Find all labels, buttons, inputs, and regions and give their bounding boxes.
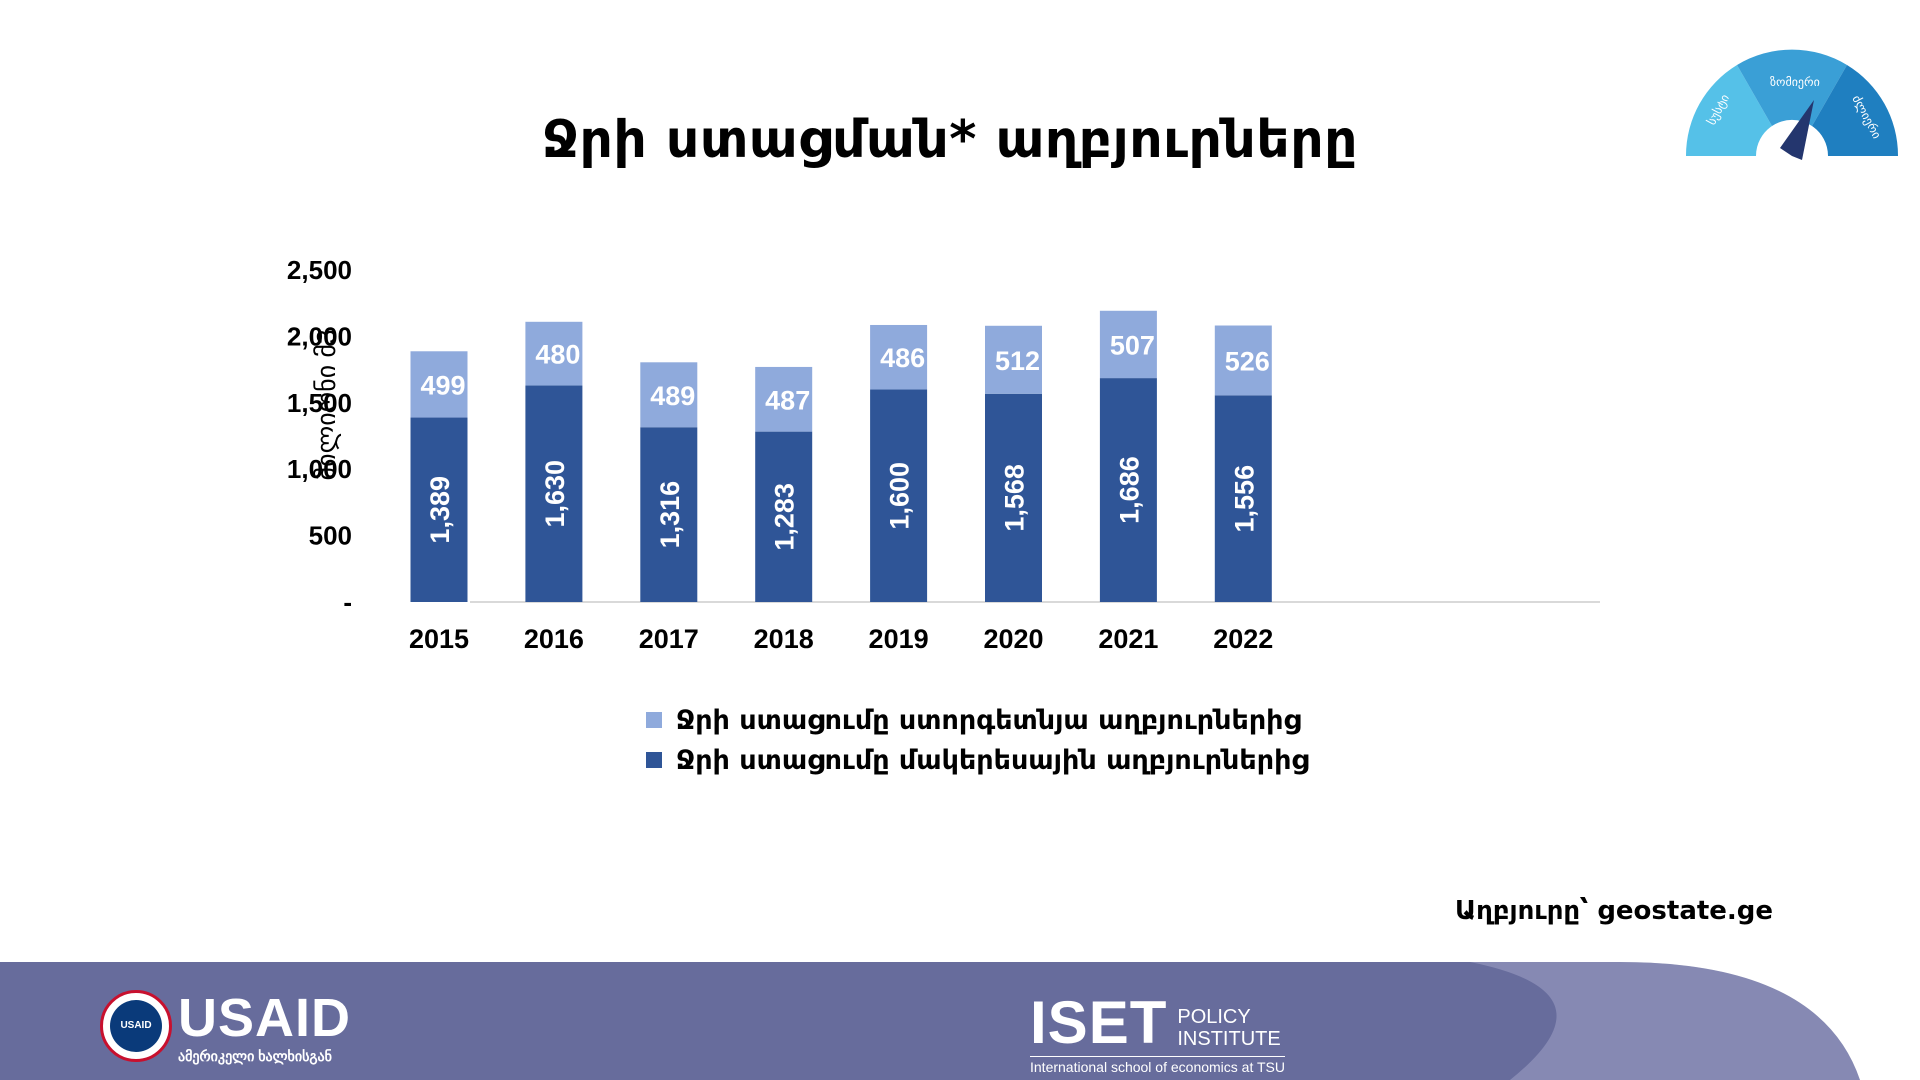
data-label-groundwater-2021: 507 <box>1110 330 1155 360</box>
stacked-bar-chart: მილიონი მ3 - 500 1,000 1,500 2,000 2,500 1,38… <box>287 255 1600 654</box>
data-label-groundwater-2022: 526 <box>1225 346 1270 376</box>
data-label-surface-2021: 1,686 <box>1114 456 1144 524</box>
legend-label-surface: Ջրի ստացումը մակերեսային աղբյուրներից <box>676 744 1309 776</box>
x-tick-label: 2021 <box>1098 624 1158 654</box>
data-label-surface-2016: 1,630 <box>540 460 570 528</box>
gauge-segment-strong <box>1812 65 1899 156</box>
bar-surface-2020 <box>985 393 1042 602</box>
gauge-segment-weak <box>1685 65 1772 156</box>
y-tick-label: 1,500 <box>287 388 352 418</box>
gauge-needle <box>1780 100 1814 160</box>
legend-item-groundwater: Ջրի ստացումը ստորգետնյա աղբյուրներից <box>646 700 1309 740</box>
bar-groundwater-2020 <box>985 325 1042 394</box>
y-tick-label: - <box>343 587 352 617</box>
data-label-groundwater-2020: 512 <box>995 346 1040 376</box>
legend-item-surface: Ջրի ստացումը մակերեսային աղբյուրներից <box>646 740 1309 780</box>
page-title: Ջրի ստացման* աղբյուրները <box>542 110 1358 170</box>
legend-swatch-groundwater <box>646 712 662 728</box>
bar-surface-2022 <box>1214 395 1272 602</box>
gauge-label-moderate: ზომიერი <box>1770 75 1820 89</box>
x-tick-label: 2015 <box>409 624 469 654</box>
bar-groundwater-2019 <box>870 324 928 390</box>
bar-groundwater-2021 <box>1099 310 1157 379</box>
bar-groundwater-2017 <box>640 362 698 428</box>
bar-surface-2018 <box>755 431 813 602</box>
usaid-seal-icon: USAID <box>100 990 172 1062</box>
y-tick-label: 1,000 <box>287 454 352 484</box>
data-label-groundwater-2015: 499 <box>420 370 465 400</box>
x-tick-label: 2016 <box>524 624 584 654</box>
iset-logo: ISET POLICY INSTITUTE International scho… <box>1030 989 1285 1075</box>
data-label-surface-2015: 1,389 <box>425 476 455 544</box>
iset-institute: INSTITUTE <box>1177 1028 1281 1050</box>
y-axis-label: მილიონი მ3 <box>311 330 341 481</box>
bar-groundwater-2016 <box>525 321 583 386</box>
data-label-groundwater-2017: 489 <box>650 381 695 411</box>
usaid-logo: USAID USAID ამერიკელი ხალხისგან <box>100 990 351 1065</box>
iset-policy: POLICY <box>1177 1006 1251 1028</box>
usaid-name: USAID <box>178 988 352 1048</box>
legend-label-groundwater: Ջրի ստացումը ստորգետնյա աղբյուրներից <box>676 704 1301 736</box>
y-tick-label: 2,000 <box>287 321 352 351</box>
bar-surface-2015 <box>410 417 468 602</box>
bar-groundwater-2018 <box>755 366 813 432</box>
data-label-surface-2022: 1,556 <box>1229 465 1259 533</box>
iset-name: ISET <box>1030 989 1168 1056</box>
chart-legend: Ջրի ստացումը ստորգետնյա աղբյուրներից Ջրի… <box>646 700 1309 780</box>
bar-groundwater-2022 <box>1214 325 1272 396</box>
x-tick-label: 2020 <box>983 624 1043 654</box>
usaid-subtitle: ამერიკელი ხალხისგან <box>178 1048 332 1064</box>
y-tick-label: 2,500 <box>287 255 352 285</box>
data-label-groundwater-2016: 480 <box>535 340 580 370</box>
bar-surface-2016 <box>525 385 583 602</box>
bar-surface-2021 <box>1099 378 1157 602</box>
gauge-logo: სუსტი ზომიერი ძლიერი <box>1685 49 1899 160</box>
legend-swatch-surface <box>646 752 662 768</box>
y-tick-label: 500 <box>309 521 352 551</box>
data-label-surface-2019: 1,600 <box>885 462 915 530</box>
data-label-groundwater-2018: 487 <box>765 385 810 415</box>
data-label-surface-2017: 1,316 <box>655 481 685 549</box>
data-label-surface-2020: 1,568 <box>1000 464 1030 532</box>
x-tick-label: 2022 <box>1213 624 1273 654</box>
footer-band: USAID USAID ამერიკელი ხალხისგან ISET POL… <box>0 962 1920 1080</box>
bar-surface-2017 <box>640 427 698 602</box>
bar-groundwater-2015 <box>410 351 468 418</box>
gauge-segment-moderate <box>1737 49 1847 126</box>
x-tick-label: 2019 <box>869 624 929 654</box>
x-tick-label: 2017 <box>639 624 699 654</box>
x-tick-label: 2018 <box>754 624 814 654</box>
data-label-surface-2018: 1,283 <box>770 483 800 551</box>
bar-surface-2019 <box>870 389 928 602</box>
data-label-groundwater-2019: 486 <box>880 343 925 373</box>
iset-subtitle: International school of economics at TSU <box>1030 1056 1285 1075</box>
source-note: Աղբյուրը՝ geostate.ge <box>1455 896 1774 926</box>
